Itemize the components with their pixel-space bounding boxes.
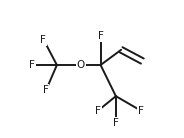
Text: F: F xyxy=(43,85,49,95)
Text: O: O xyxy=(77,60,85,70)
Text: F: F xyxy=(113,118,119,128)
Text: F: F xyxy=(98,31,104,41)
Text: F: F xyxy=(138,106,144,116)
Text: F: F xyxy=(29,60,35,70)
Text: F: F xyxy=(40,35,46,45)
Text: F: F xyxy=(95,106,101,116)
